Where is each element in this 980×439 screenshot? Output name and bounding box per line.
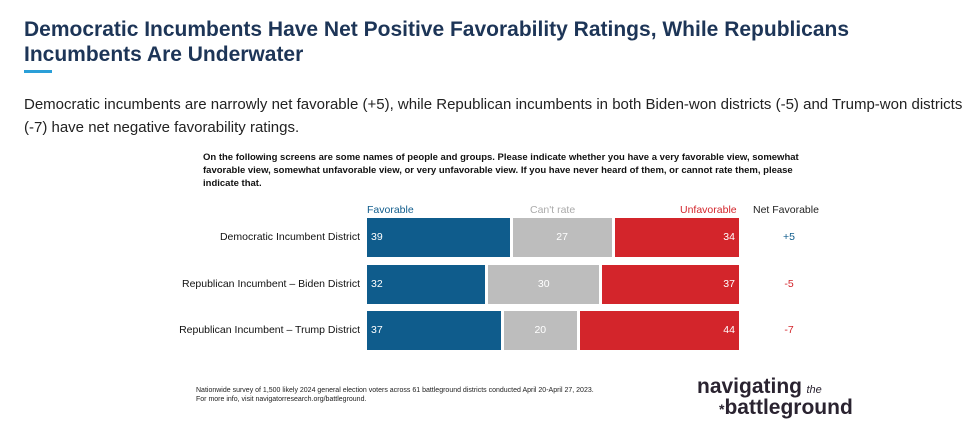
row-label: Republican Incumbent – Biden District xyxy=(181,278,360,290)
footnote-line: Nationwide survey of 1,500 likely 2024 g… xyxy=(196,387,594,394)
bar-segment-cant-rate: 30 xyxy=(488,265,600,304)
bar-segment-favorable: 39 xyxy=(367,218,510,257)
subtitle: Democratic incumbents are narrowly net f… xyxy=(24,96,963,136)
footnote: Nationwide survey of 1,500 likely 2024 g… xyxy=(196,386,594,404)
bar-segment-favorable: 37 xyxy=(367,311,502,350)
bar-segment-cant-rate: 27 xyxy=(512,218,612,257)
logo-text: the xyxy=(806,384,822,396)
footnote-line: For more info, visit navigatorresearch.o… xyxy=(196,396,367,403)
bar-segment-favorable: 32 xyxy=(367,265,486,304)
row-label: Democratic Incumbent District xyxy=(219,231,360,243)
title-accent-line xyxy=(24,70,52,73)
page-title: Democratic Incumbents Have Net Positive … xyxy=(24,18,850,66)
survey-question: On the following screens are some names … xyxy=(203,152,799,189)
legend-net-favorable: Net Favorable xyxy=(753,204,819,216)
bar-segment-unfavorable: 34 xyxy=(614,218,739,257)
logo-text: battleground xyxy=(724,396,853,419)
legend-unfavorable: Unfavorable xyxy=(680,204,737,216)
net-favorable-value: +5 xyxy=(783,231,795,243)
bar-segment-unfavorable: 44 xyxy=(579,311,739,350)
net-favorable-value: -5 xyxy=(784,278,794,290)
logo-text: navigating xyxy=(697,375,803,398)
row-label: Republican Incumbent – Trump District xyxy=(179,324,360,336)
legend-cant-rate: Can't rate xyxy=(530,204,576,216)
navigating-battleground-logo: navigating the *battleground xyxy=(697,375,853,419)
bar-segment-cant-rate: 20 xyxy=(504,311,577,350)
net-favorable-value: -7 xyxy=(784,324,794,336)
legend-favorable: Favorable xyxy=(367,204,414,216)
bar-segment-unfavorable: 37 xyxy=(602,265,739,304)
logo-star: * xyxy=(719,401,725,417)
